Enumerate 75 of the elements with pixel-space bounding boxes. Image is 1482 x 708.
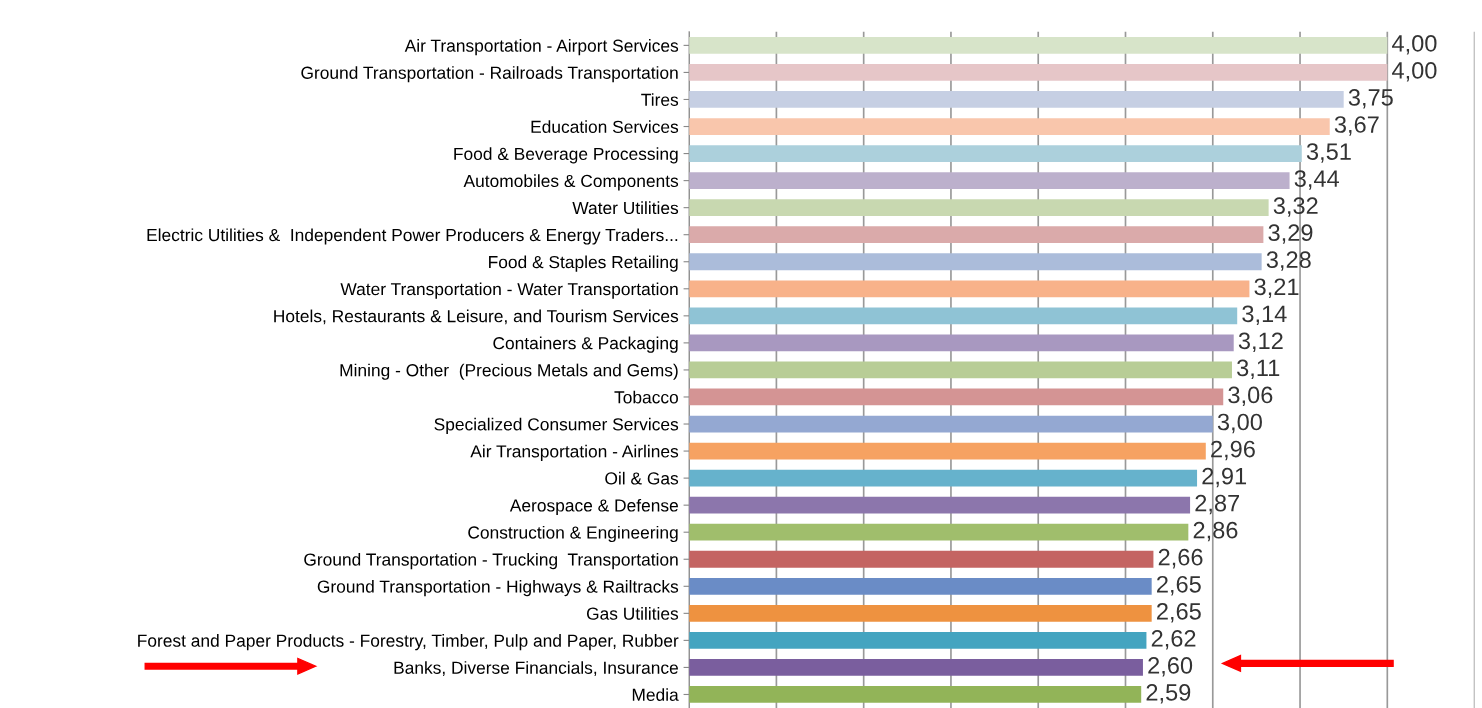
y-tick-label: Water Transportation - Water Transportation — [340, 282, 678, 299]
y-tick-label: Air Transportation - Airport Services — [404, 39, 679, 56]
y-tick-label: Containers & Packaging — [493, 336, 678, 353]
bar — [689, 388, 1224, 406]
y-tick-label: Banks, Diverse Financials, Insurance — [394, 661, 678, 676]
bar — [689, 118, 1330, 135]
y-tick-label: Education Services — [531, 120, 679, 133]
y-tick-label: Water Utilities — [572, 201, 679, 215]
y-tick-label: Hotels, Restaurants & Leisure, and Tourism Services — [274, 309, 679, 325]
bar — [689, 496, 1191, 514]
bar — [689, 253, 1262, 271]
data-label: 2,60 — [1148, 657, 1193, 677]
data-label: 3,11 — [1237, 359, 1280, 380]
data-label: 2,65 — [1157, 575, 1201, 596]
bar — [689, 415, 1213, 433]
y-tick-label: Food & Staples Retailing — [489, 255, 678, 272]
data-label: 3,14 — [1242, 305, 1287, 325]
data-label: 3,29 — [1268, 224, 1313, 244]
data-label: 2,86 — [1193, 521, 1238, 542]
y-tick-label: Ground Transportation - Trucking Transportation — [304, 552, 678, 570]
data-label: 2,96 — [1211, 440, 1255, 461]
bar — [689, 199, 1269, 217]
bar — [689, 442, 1206, 460]
y-tick-label: Specialized Consumer Services — [434, 417, 679, 434]
data-label: 3,75 — [1348, 89, 1393, 109]
bar — [689, 91, 1344, 108]
bar — [689, 145, 1302, 162]
y-tick-label: Gas Utilities — [586, 607, 679, 620]
y-tick-label: Electric Utilities & Independent Power Producers & Energy Traders... — [147, 228, 678, 245]
bar — [689, 659, 1143, 676]
data-label: 3,00 — [1217, 413, 1262, 434]
bar — [689, 280, 1250, 298]
data-label: 3,12 — [1238, 332, 1283, 353]
data-label: 2,62 — [1151, 630, 1196, 650]
data-label: 4,00 — [1392, 62, 1437, 82]
bar — [689, 604, 1152, 622]
data-label: 2,66 — [1158, 548, 1203, 569]
data-label: 3,28 — [1266, 251, 1311, 271]
y-tick-label: Construction & Engineering — [468, 525, 678, 543]
data-label: 3,21 — [1254, 278, 1299, 298]
data-label: 2,65 — [1157, 602, 1201, 623]
y-tick-label: Aerospace & Defense — [509, 498, 678, 516]
bar — [689, 632, 1147, 649]
y-tick-label: Tobacco — [614, 390, 678, 404]
y-tick-label: Media — [632, 688, 679, 701]
bar — [689, 686, 1142, 703]
bar — [689, 469, 1198, 487]
bar — [689, 64, 1388, 81]
data-label: 4,00 — [1392, 35, 1437, 55]
y-tick-label: Ground Transportation - Railroads Transportation — [301, 66, 678, 83]
y-tick-label: Forest and Paper Products - Forestry, Timber, Pulp and Paper, Rubber — [138, 634, 679, 651]
y-tick-label: Tires — [641, 93, 679, 106]
bar — [689, 226, 1264, 244]
data-label: 3,51 — [1306, 143, 1351, 163]
bar — [689, 172, 1290, 189]
data-label: 2,87 — [1195, 494, 1240, 515]
y-tick-label: Automobiles & Components — [463, 174, 679, 191]
bar — [689, 334, 1234, 352]
y-tick-label: Ground Transportation - Highways & Railtracks — [317, 580, 679, 597]
data-label: 3,32 — [1273, 197, 1318, 217]
data-label: 2,91 — [1202, 467, 1247, 488]
y-tick-label: Mining - Other (Precious Metals and Gems) — [340, 363, 678, 380]
bar — [689, 37, 1388, 54]
data-label: 3,06 — [1228, 386, 1273, 407]
bar — [689, 577, 1152, 595]
bar — [689, 361, 1232, 379]
data-label: 3,67 — [1334, 116, 1379, 136]
bar — [689, 523, 1189, 541]
data-label: 2,59 — [1146, 684, 1191, 704]
y-tick-label: Air Transportation - Airlines — [470, 444, 679, 461]
data-label: 3,44 — [1294, 170, 1339, 190]
y-tick-label: Food & Beverage Processing — [454, 147, 678, 164]
bar — [689, 550, 1154, 568]
bar — [689, 307, 1238, 325]
y-tick-label: Oil & Gas — [605, 471, 679, 485]
